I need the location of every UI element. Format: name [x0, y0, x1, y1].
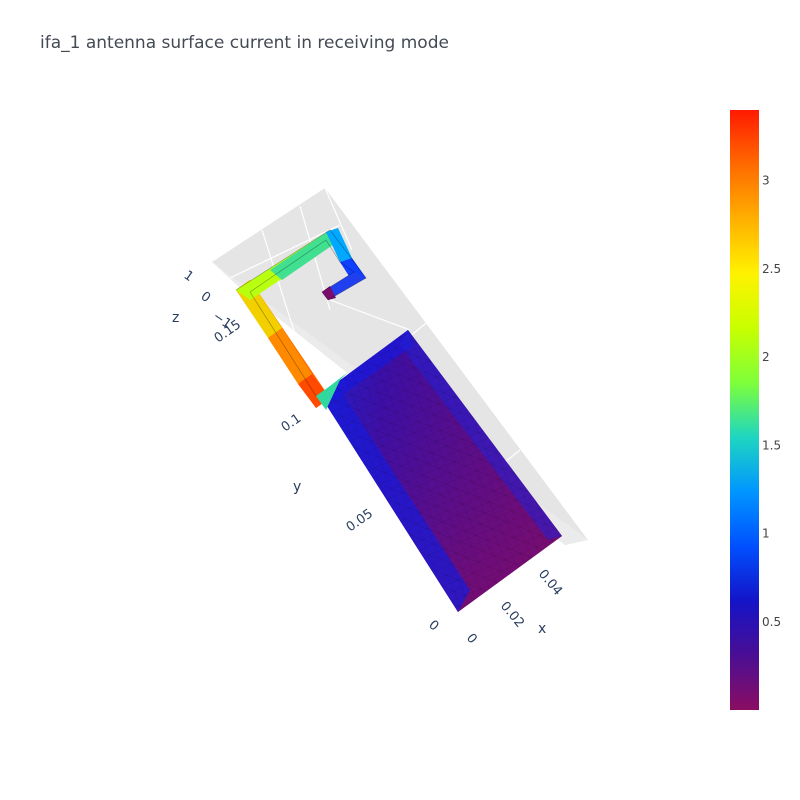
y-axis-tick-label: 0.05	[344, 506, 376, 535]
gridline	[329, 299, 411, 331]
trace-arm-green	[270, 230, 340, 280]
colorbar-tick-label: 0.5	[762, 615, 781, 629]
colorbar-tick-label: 1	[762, 527, 770, 541]
chart-title: ifa_1 antenna surface current in receivi…	[40, 33, 449, 53]
gridline	[324, 187, 353, 251]
y-axis-tick-label: 0	[425, 618, 441, 635]
trace-bend	[326, 228, 352, 262]
colorbar-tick-label: 2	[762, 350, 770, 364]
colorbar[interactable]	[730, 110, 759, 710]
y-axis-title: y	[293, 479, 301, 495]
z-axis-title: z	[172, 310, 179, 326]
z-axis-tick-label: 1	[181, 268, 196, 285]
antenna-trace	[235, 228, 367, 410]
x-axis-title: x	[538, 621, 546, 637]
trace-outline	[235, 229, 367, 397]
colorbar-tick-label: 3	[762, 174, 770, 188]
trace-feed-mid	[268, 328, 312, 384]
trace-shorting-leg	[316, 372, 348, 410]
gridline	[261, 229, 301, 351]
colorbar-tick-label: 1.5	[762, 438, 781, 452]
y-axis-tick-label: 0.1	[279, 411, 305, 435]
x-axis-tick-label: 0.02	[497, 599, 527, 631]
colorbar-ticks: 0.5 1 1.5 2 2.5 3	[762, 174, 781, 629]
ground-plane	[320, 330, 562, 612]
colorbar-tick-label: 2.5	[762, 262, 781, 276]
x-axis-tick-label: 0.04	[535, 567, 565, 599]
ground-plane-mesh	[320, 330, 562, 612]
x-axis-tick-label: 0	[463, 631, 480, 647]
gridline	[229, 224, 341, 279]
trace-tip-end	[322, 286, 336, 300]
z-axis-tick-label: 0	[198, 289, 213, 306]
